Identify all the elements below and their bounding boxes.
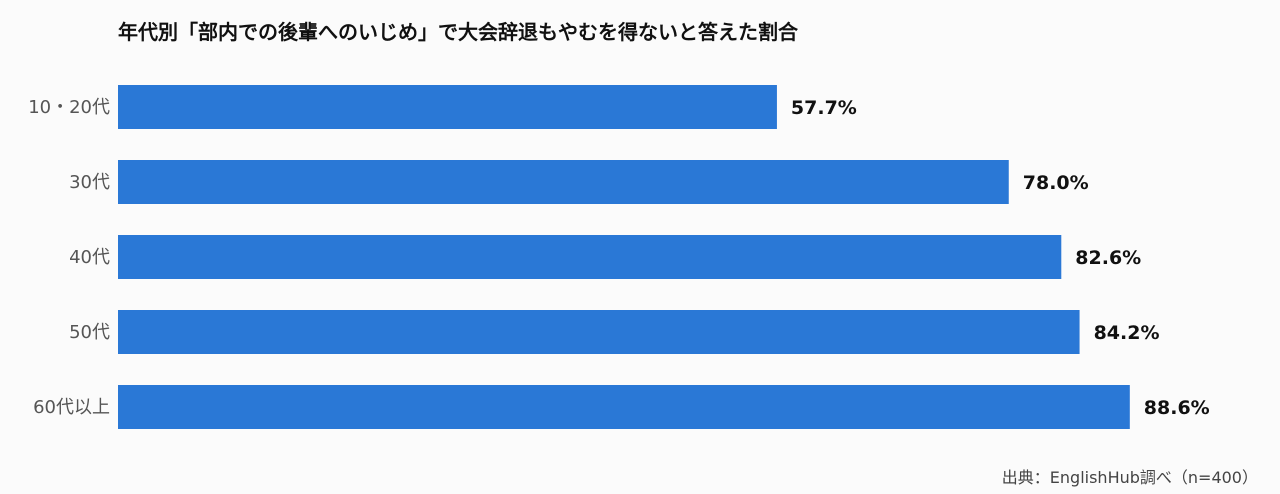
- bar-3: [118, 310, 1080, 354]
- category-label-1: 30代: [69, 172, 110, 193]
- category-label-2: 40代: [69, 247, 110, 268]
- category-label-0: 10・20代: [28, 97, 110, 118]
- bar-1: [118, 160, 1009, 204]
- bar-0: [118, 85, 777, 129]
- category-label-4: 60代以上: [33, 397, 110, 418]
- value-label-1: 78.0%: [1023, 172, 1089, 194]
- bar-4: [118, 385, 1130, 429]
- value-label-3: 84.2%: [1094, 322, 1160, 344]
- category-label-3: 50代: [69, 322, 110, 343]
- bar-2: [118, 235, 1062, 279]
- value-label-0: 57.7%: [791, 97, 857, 119]
- value-label-2: 82.6%: [1075, 247, 1141, 269]
- chart-title: 年代別「部内での後輩へのいじめ」で大会辞退もやむを得ないと答えた割合: [118, 20, 798, 44]
- source-note: 出典：EnglishHub調べ（n=400）: [1001, 468, 1258, 487]
- value-label-4: 88.6%: [1144, 397, 1210, 419]
